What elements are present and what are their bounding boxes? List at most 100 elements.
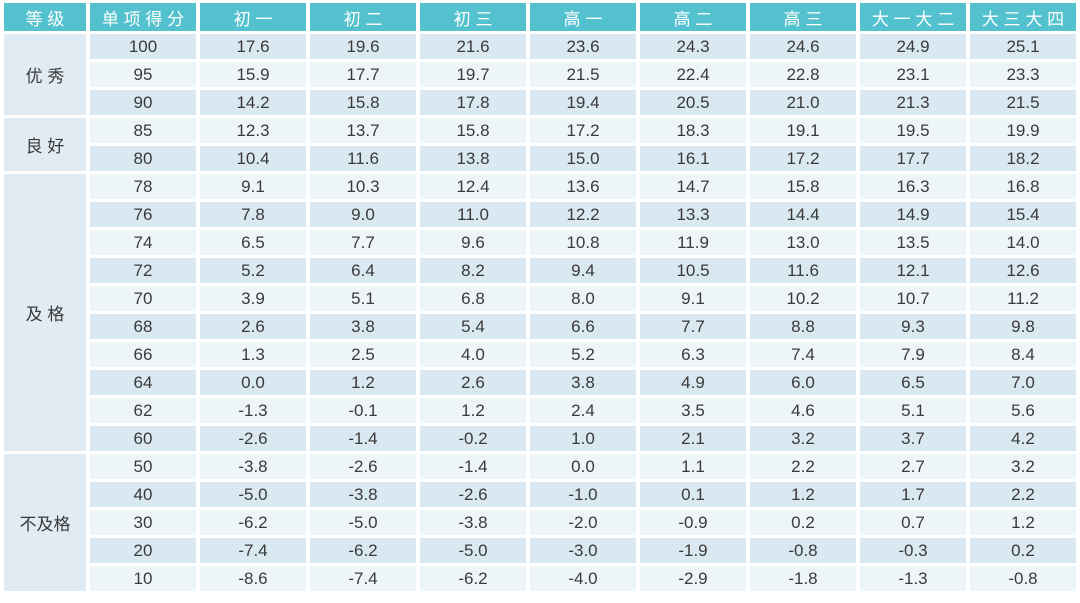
value-cell: -5.0	[196, 479, 310, 510]
value-cell: 5.2	[526, 339, 640, 370]
value-cell: -6.2	[416, 563, 530, 594]
value-cell: -7.4	[196, 535, 310, 566]
value-cell: 15.4	[966, 199, 1080, 230]
value-cell: 4.2	[966, 423, 1080, 454]
value-cell: 6.8	[416, 283, 530, 314]
value-cell: 9.4	[526, 255, 640, 286]
value-cell: 1.1	[636, 451, 750, 482]
value-cell: 24.3	[636, 31, 750, 62]
table-row: 不及格 50 -3.8 -2.6 -1.4 0.0 1.1 2.2 2.7 3.2	[0, 451, 1080, 594]
score-cell: 20	[86, 535, 200, 566]
value-cell: 13.3	[636, 199, 750, 230]
value-cell: 9.6	[416, 227, 530, 258]
value-cell: 12.1	[856, 255, 970, 286]
score-cell: 95	[86, 59, 200, 90]
value-cell: 15.8	[416, 115, 530, 146]
score-cell: 10	[86, 563, 200, 594]
value-cell: 22.8	[746, 59, 860, 90]
value-cell: 14.4	[746, 199, 860, 230]
value-cell: 3.7	[856, 423, 970, 454]
value-cell: -0.8	[966, 563, 1080, 594]
value-cell: 17.2	[526, 115, 640, 146]
value-cell: 10.7	[856, 283, 970, 314]
value-cell: 9.1	[196, 171, 310, 202]
value-cell: 4.0	[416, 339, 530, 370]
table-row: 及 格 78 9.1 10.3 12.4 13.6 14.7 15.8 16.3 16.8	[0, 171, 1080, 454]
value-cell: 10.4	[196, 143, 310, 174]
value-cell: 9.8	[966, 311, 1080, 342]
value-cell: 6.4	[306, 255, 420, 286]
table-row: 40 -5.0 -3.8 -2.6 -1.0 0.1 1.2 1.7 2.2	[2, 479, 1080, 510]
value-cell: 4.9	[636, 367, 750, 398]
value-cell: -5.0	[416, 535, 530, 566]
value-cell: -2.9	[636, 563, 750, 594]
value-cell: 10.2	[746, 283, 860, 314]
value-cell: -5.0	[306, 507, 420, 538]
table-row: 30 -6.2 -5.0 -3.8 -2.0 -0.9 0.2 0.7 1.2	[2, 507, 1080, 538]
score-cell: 85	[86, 115, 200, 146]
value-cell: 3.2	[746, 423, 860, 454]
value-cell: 6.5	[196, 227, 310, 258]
header-cell: 高 三	[746, 0, 860, 34]
value-cell: 11.6	[746, 255, 860, 286]
value-cell: 13.8	[416, 143, 530, 174]
table-row: 64 0.0 1.2 2.6 3.8 4.9 6.0 6.5 7.0	[2, 367, 1080, 398]
grade-group-cell: 不及格	[0, 451, 90, 594]
table-row: 76 7.8 9.0 11.0 12.2 13.3 14.4 14.9 15.4	[2, 199, 1080, 230]
value-cell: -0.9	[636, 507, 750, 538]
score-cell: 80	[86, 143, 200, 174]
value-cell: 7.7	[306, 227, 420, 258]
value-cell: 2.1	[636, 423, 750, 454]
value-cell: 13.5	[856, 227, 970, 258]
value-cell: 18.2	[966, 143, 1080, 174]
value-cell: -1.3	[856, 563, 970, 594]
value-cell: 21.6	[416, 31, 530, 62]
value-cell: 20.5	[636, 87, 750, 118]
value-cell: 12.3	[196, 115, 310, 146]
score-cell: 66	[86, 339, 200, 370]
value-cell: 24.6	[746, 31, 860, 62]
grade-group-cell: 良 好	[0, 115, 90, 174]
header-cell: 高 二	[636, 0, 750, 34]
value-cell: -2.6	[196, 423, 310, 454]
value-cell: 21.5	[966, 87, 1080, 118]
value-cell: 12.2	[526, 199, 640, 230]
header-cell: 大 一 大 二	[856, 0, 970, 34]
value-cell: 16.3	[856, 171, 970, 202]
value-cell: 17.8	[416, 87, 530, 118]
header-cell: 初 三	[416, 0, 530, 34]
value-cell: 3.8	[306, 311, 420, 342]
table-row: 优 秀 100 17.6 19.6 21.6 23.6 24.3 24.6 24.9 25.1	[0, 31, 1080, 118]
value-cell: 0.7	[856, 507, 970, 538]
table-row: 90 14.2 15.8 17.8 19.4 20.5 21.0 21.3 21.5	[2, 87, 1080, 118]
value-cell: 11.6	[306, 143, 420, 174]
value-cell: 1.2	[966, 507, 1080, 538]
score-cell: 50	[86, 451, 200, 482]
value-cell: 2.5	[306, 339, 420, 370]
value-cell: 3.2	[966, 451, 1080, 482]
value-cell: 1.0	[526, 423, 640, 454]
table-row: 20 -7.4 -6.2 -5.0 -3.0 -1.9 -0.8 -0.3 0.2	[2, 535, 1080, 566]
value-cell: 0.0	[196, 367, 310, 398]
value-cell: -1.4	[306, 423, 420, 454]
value-cell: 2.6	[416, 367, 530, 398]
value-cell: 5.4	[416, 311, 530, 342]
score-cell: 100	[86, 31, 200, 62]
value-cell: 17.2	[746, 143, 860, 174]
value-cell: 19.4	[526, 87, 640, 118]
table-row: 74 6.5 7.7 9.6 10.8 11.9 13.0 13.5 14.0	[2, 227, 1080, 258]
value-cell: 9.0	[306, 199, 420, 230]
value-cell: -7.4	[306, 563, 420, 594]
value-cell: -1.8	[746, 563, 860, 594]
value-cell: 16.8	[966, 171, 1080, 202]
value-cell: 4.6	[746, 395, 860, 426]
value-cell: 10.3	[306, 171, 420, 202]
header-cell: 初 一	[196, 0, 310, 34]
score-cell: 74	[86, 227, 200, 258]
value-cell: -0.8	[746, 535, 860, 566]
header-row: 等 级单 项 得 分初 一初 二初 三高 一高 二高 三大 一 大 二大 三 大…	[0, 0, 1080, 34]
grade-group-cell: 及 格	[0, 171, 90, 454]
value-cell: 0.0	[526, 451, 640, 482]
value-cell: 0.2	[966, 535, 1080, 566]
